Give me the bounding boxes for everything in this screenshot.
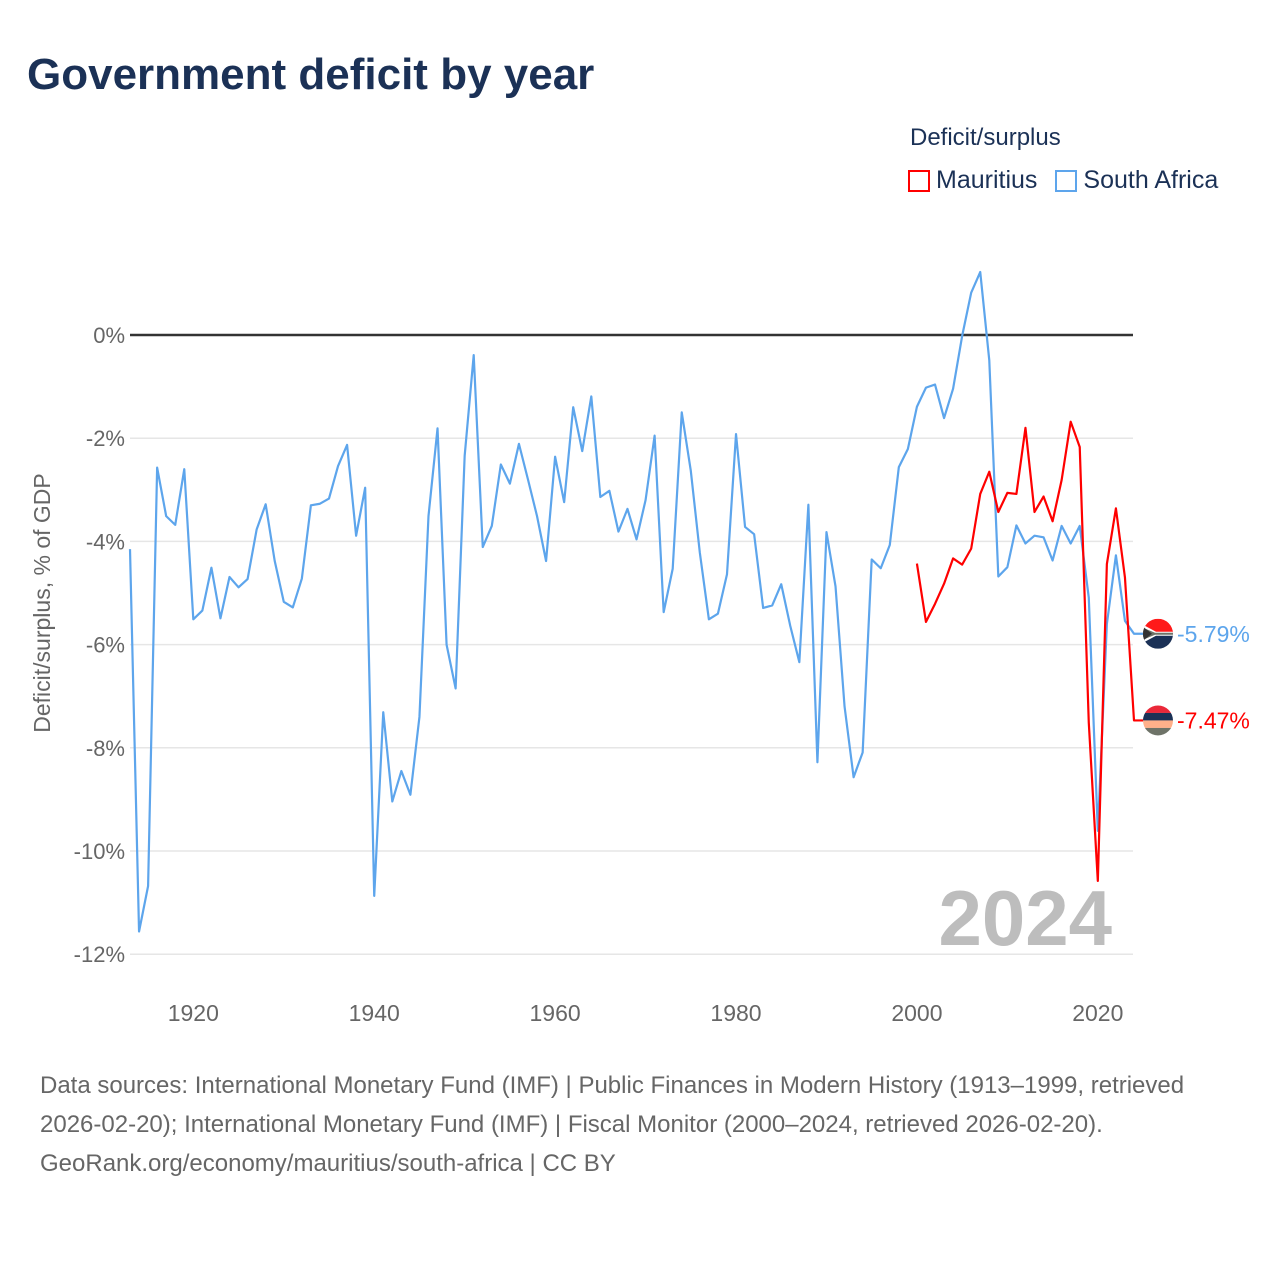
series-line-mauritius bbox=[915, 420, 1143, 883]
y-tick-label: -2% bbox=[86, 426, 125, 451]
legend-item-mauritius[interactable]: Mauritius bbox=[908, 166, 1037, 195]
y-tick-label: -6% bbox=[86, 633, 125, 658]
mauritius-flag-icon bbox=[1143, 705, 1173, 736]
legend-item-south-africa[interactable]: South Africa bbox=[1055, 166, 1218, 195]
footer: Data sources: International Monetary Fun… bbox=[40, 1066, 1240, 1183]
x-tick-label: 2020 bbox=[1072, 1000, 1123, 1026]
legend-swatch-south-africa bbox=[1055, 169, 1078, 192]
y-tick-label: -8% bbox=[86, 736, 125, 761]
y-tick-label: -12% bbox=[74, 942, 125, 967]
y-tick-label: -4% bbox=[86, 529, 125, 554]
legend: Mauritius South Africa bbox=[908, 166, 1218, 195]
chart-plot: Deficit/surplus, % of GDP 0% -2% -4% -6% -8%… bbox=[29, 270, 1250, 1026]
credit-link[interactable]: GeoRank.org/economy/mauritius/south-afri… bbox=[40, 1150, 616, 1177]
x-tick-label: 2000 bbox=[891, 1000, 942, 1026]
x-tick-label: 1960 bbox=[530, 1000, 581, 1026]
y-tick-label: -10% bbox=[74, 839, 125, 864]
legend-label: South Africa bbox=[1083, 166, 1219, 194]
year-watermark: 2024 bbox=[938, 874, 1112, 962]
end-value-label: -5.79% bbox=[1177, 621, 1250, 647]
data-sources: Data sources: International Monetary Fun… bbox=[40, 1072, 1185, 1138]
legend-title: Deficit/surplus bbox=[910, 124, 1061, 151]
y-axis-label: Deficit/surplus, % of GDP bbox=[29, 473, 55, 732]
x-tick-label: 1980 bbox=[710, 1000, 761, 1026]
x-tick-label: 1920 bbox=[168, 1000, 219, 1026]
legend-swatch-mauritius bbox=[908, 169, 930, 192]
south-africa-flag-icon bbox=[1143, 618, 1173, 649]
end-value-label: -7.47% bbox=[1177, 707, 1250, 733]
y-tick-label: 0% bbox=[93, 323, 125, 348]
series-line-south-africa bbox=[128, 270, 1143, 933]
chart-title: Government deficit by year bbox=[27, 50, 595, 99]
legend-label: Mauritius bbox=[936, 166, 1038, 194]
x-tick-label: 1940 bbox=[349, 1000, 400, 1026]
